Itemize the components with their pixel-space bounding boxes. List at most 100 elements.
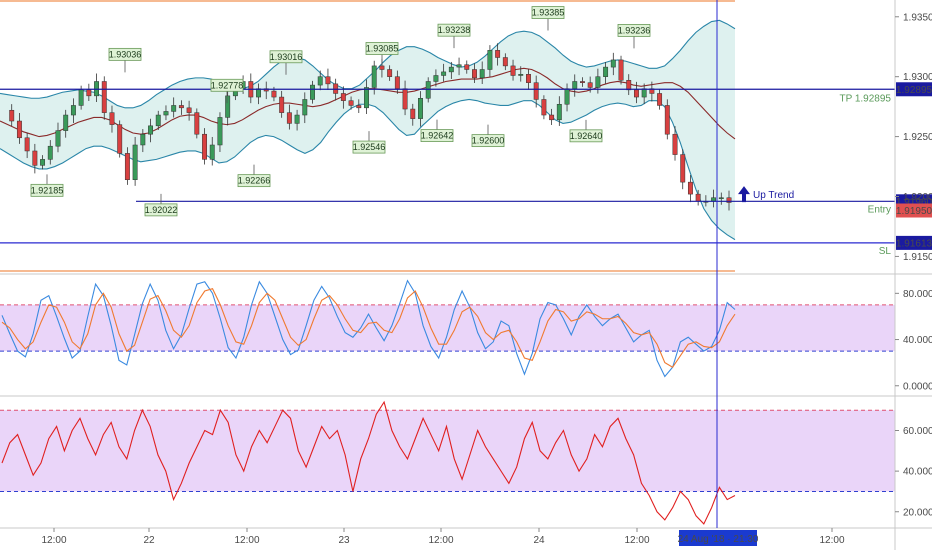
candle-bearish — [687, 181, 693, 195]
rsi-pane[interactable] — [0, 400, 895, 525]
callout-label: 1.93016 — [270, 52, 303, 62]
osc-tick-label: 40.0000 — [903, 335, 932, 346]
callout-box — [531, 6, 565, 19]
up-trend-label: Up Trend — [753, 190, 794, 201]
candle-bullish — [371, 65, 377, 88]
callout-label: 1.92266 — [238, 176, 271, 186]
time-tick-label: 23 — [338, 535, 350, 546]
candle-bearish — [348, 100, 354, 106]
callout-label: 1.92185 — [31, 185, 64, 195]
candle-bullish — [294, 114, 300, 124]
band-fill — [0, 410, 895, 492]
candle-bullish — [317, 76, 323, 86]
candle-bullish — [63, 114, 69, 131]
candle-bearish — [16, 120, 22, 139]
callout-box — [30, 183, 64, 197]
candle-bullish — [225, 95, 231, 118]
time-tick-label: 24 — [533, 535, 545, 546]
time-tick-label: 22 — [143, 535, 155, 546]
osc-tick-label: 80.0000 — [903, 289, 932, 300]
candle-bearish — [402, 88, 408, 110]
callout-label: 1.93238 — [438, 25, 471, 35]
price-pane[interactable]: TP 1.92895 Entry SL Up Trend 1.92185 1.93036… — [0, 0, 895, 272]
callout-label: 1.93236 — [618, 25, 651, 35]
bollinger-band-fill — [0, 20, 735, 240]
osc-tick-label: 60.0000 — [903, 426, 932, 437]
callout-label: 1.92778 — [211, 80, 244, 90]
candle-bullish — [433, 75, 439, 82]
osc-tick-label: 0.0000 — [903, 381, 932, 392]
price-tag-tp-text: 1.92895 — [896, 85, 932, 96]
candle-bearish — [271, 90, 277, 98]
candle-bullish — [448, 66, 454, 73]
candle-bullish — [564, 88, 570, 105]
candle-bearish — [86, 89, 92, 97]
candle-bearish — [356, 105, 362, 109]
candle-bearish — [186, 107, 192, 113]
candle-bearish — [24, 137, 30, 152]
price-tick-label: 1.93000 — [903, 72, 932, 83]
trade-levels: TP 1.92895 Entry SL Up Trend — [0, 0, 895, 272]
candle-bearish — [117, 124, 123, 154]
time-tick-label: 12:00 — [624, 535, 649, 546]
candle-bearish — [286, 112, 292, 124]
candle-bullish — [595, 76, 601, 88]
price-tag-entry-text: 1.91960 — [896, 197, 932, 208]
candle-bullish — [140, 133, 146, 146]
callout-box — [108, 47, 142, 61]
candle-bearish — [9, 109, 15, 122]
candle-bullish — [171, 105, 177, 112]
candle-bearish — [101, 81, 107, 113]
candle-bearish — [533, 82, 539, 100]
candle-bearish — [109, 112, 115, 125]
candle-bearish — [202, 133, 207, 160]
price-tag-last — [896, 203, 932, 218]
stoch-d-line — [1, 288, 736, 369]
candle-bearish — [502, 57, 508, 67]
candle-bullish — [441, 71, 447, 76]
high-low-callouts: 1.92185 1.93036 1.92022 1.92778 1.92266 1.930… — [30, 6, 651, 217]
candle-bullish — [40, 159, 46, 166]
candle-bullish — [603, 66, 609, 77]
price-tick-label: 1.93500 — [903, 12, 932, 23]
price-tick-label: 1.91500 — [903, 252, 932, 263]
candle-bearish — [587, 82, 593, 88]
candle-bullish — [155, 114, 161, 127]
candle-bearish — [664, 105, 670, 135]
candle-bearish — [279, 96, 285, 113]
candle-bearish — [510, 65, 516, 76]
candle-bearish — [32, 150, 38, 166]
candle-bearish — [549, 114, 555, 121]
candle-bearish — [633, 89, 639, 98]
candle-bearish — [580, 81, 585, 83]
band-fill — [0, 304, 895, 352]
candle-bearish — [325, 76, 331, 85]
candle-bullish — [163, 111, 169, 116]
candle-bullish — [217, 117, 223, 146]
callout-box — [471, 134, 505, 148]
candle-bullish — [256, 88, 261, 98]
up-trend-arrow-icon — [738, 186, 750, 203]
candle-bearish — [178, 105, 184, 109]
candle-bullish — [572, 81, 578, 89]
candle-bullish — [47, 145, 53, 160]
stochastic-pane[interactable] — [0, 279, 895, 378]
candle-bullish — [310, 84, 315, 100]
candle-bullish — [610, 59, 616, 68]
osc-tick-label: 40.0000 — [903, 467, 932, 478]
candle-bearish — [194, 112, 200, 135]
candle-bullish — [78, 89, 84, 106]
candle-bearish — [410, 108, 416, 119]
callout-label: 1.93085 — [366, 44, 399, 54]
candle-bullish — [364, 87, 369, 109]
callout-box — [617, 24, 651, 37]
candle-bullish — [556, 103, 562, 121]
candle-bearish — [626, 80, 632, 91]
price-tag-sl-text: 1.91613 — [896, 238, 932, 249]
time-tick-label: 12:00 — [234, 535, 259, 546]
callout-box — [144, 203, 178, 217]
crosshair-time-box — [679, 530, 757, 546]
time-tick-label: 12:00 — [428, 535, 453, 546]
